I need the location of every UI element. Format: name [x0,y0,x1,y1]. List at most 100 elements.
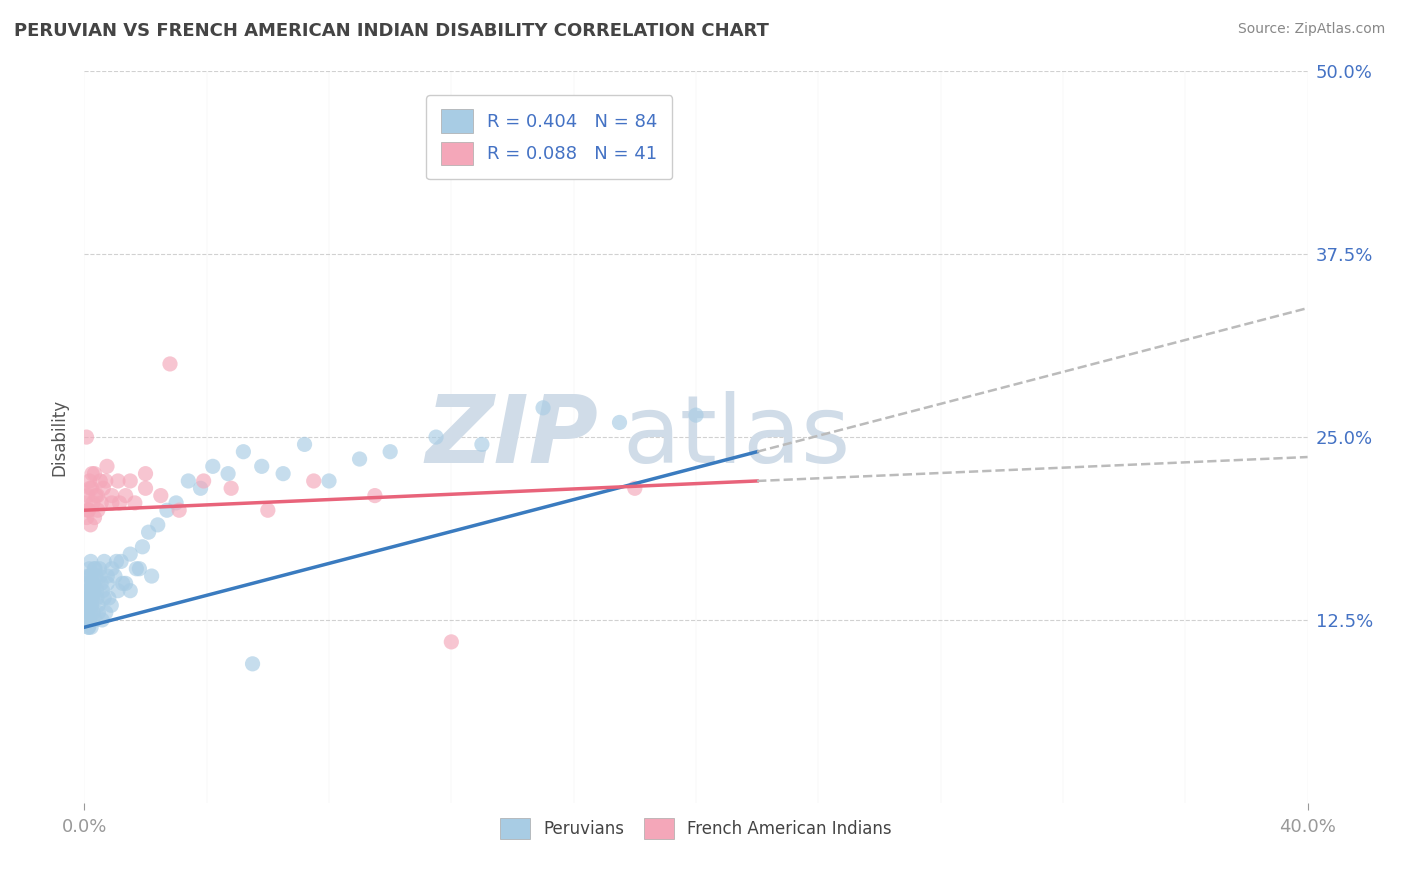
Point [86,591,108,605]
Point [110,554,132,568]
Point [76,489,98,503]
Point [125,562,148,576]
Point [83,583,105,598]
Point [91,583,114,598]
Point [135,481,157,495]
Point [87,599,110,613]
Point [79,481,101,495]
Point [107,474,129,488]
Point [349,452,371,467]
Point [101,562,124,576]
Point [76,510,98,524]
Point [84,489,107,503]
Point [135,467,157,481]
Point [87,503,110,517]
Point [77,620,100,634]
Point [77,562,100,576]
Point [89,569,111,583]
Point [364,489,387,503]
Point [94,606,117,620]
Point [159,357,181,371]
Point [80,599,103,613]
Point [107,583,129,598]
Point [201,459,224,474]
Point [80,481,103,495]
Point [685,408,707,422]
Point [257,503,280,517]
Point [271,467,294,481]
Point [250,459,273,474]
Point [177,474,200,488]
Point [100,599,122,613]
Point [114,489,136,503]
Point [77,620,100,634]
Point [91,481,114,495]
Point [128,562,150,576]
Point [165,496,187,510]
Point [219,481,242,495]
Legend: Peruvians, French American Indians: Peruvians, French American Indians [494,811,898,846]
Point [190,481,212,495]
Point [79,569,101,583]
Point [77,569,100,583]
Point [96,459,118,474]
Point [96,576,118,591]
Point [79,474,101,488]
Point [86,489,108,503]
Point [425,430,447,444]
Point [82,606,104,620]
Point [120,547,142,561]
Point [167,503,190,517]
Point [609,416,631,430]
Point [131,540,153,554]
Point [84,613,107,627]
Point [101,496,124,510]
Point [149,489,172,503]
Point [624,481,647,495]
Point [93,591,115,605]
Point [76,606,98,620]
Text: ZIP: ZIP [425,391,598,483]
Point [89,474,111,488]
Point [156,503,179,517]
Point [79,576,101,591]
Point [83,510,105,524]
Point [471,437,494,451]
Text: Source: ZipAtlas.com: Source: ZipAtlas.com [1237,22,1385,37]
Point [93,554,115,568]
Point [84,562,107,576]
Point [80,467,103,481]
Point [440,635,463,649]
Point [75,606,97,620]
Point [97,591,120,605]
Point [80,599,103,613]
Point [76,430,98,444]
Point [83,576,105,591]
Point [111,576,134,591]
Point [80,620,103,634]
Point [80,554,103,568]
Point [101,489,124,503]
Point [124,496,146,510]
Text: atlas: atlas [623,391,851,483]
Point [120,583,142,598]
Point [76,599,98,613]
Point [232,444,254,458]
Point [77,591,100,605]
Point [77,503,100,517]
Point [76,583,98,598]
Point [79,517,101,532]
Point [108,496,131,510]
Point [84,569,107,583]
Point [76,583,98,598]
Point [76,576,98,591]
Point [105,554,128,568]
Point [193,474,215,488]
Point [82,496,104,510]
Point [146,517,169,532]
Point [75,496,97,510]
Point [80,583,103,598]
Point [294,437,316,451]
Y-axis label: Disability: Disability [51,399,69,475]
Point [77,503,100,517]
